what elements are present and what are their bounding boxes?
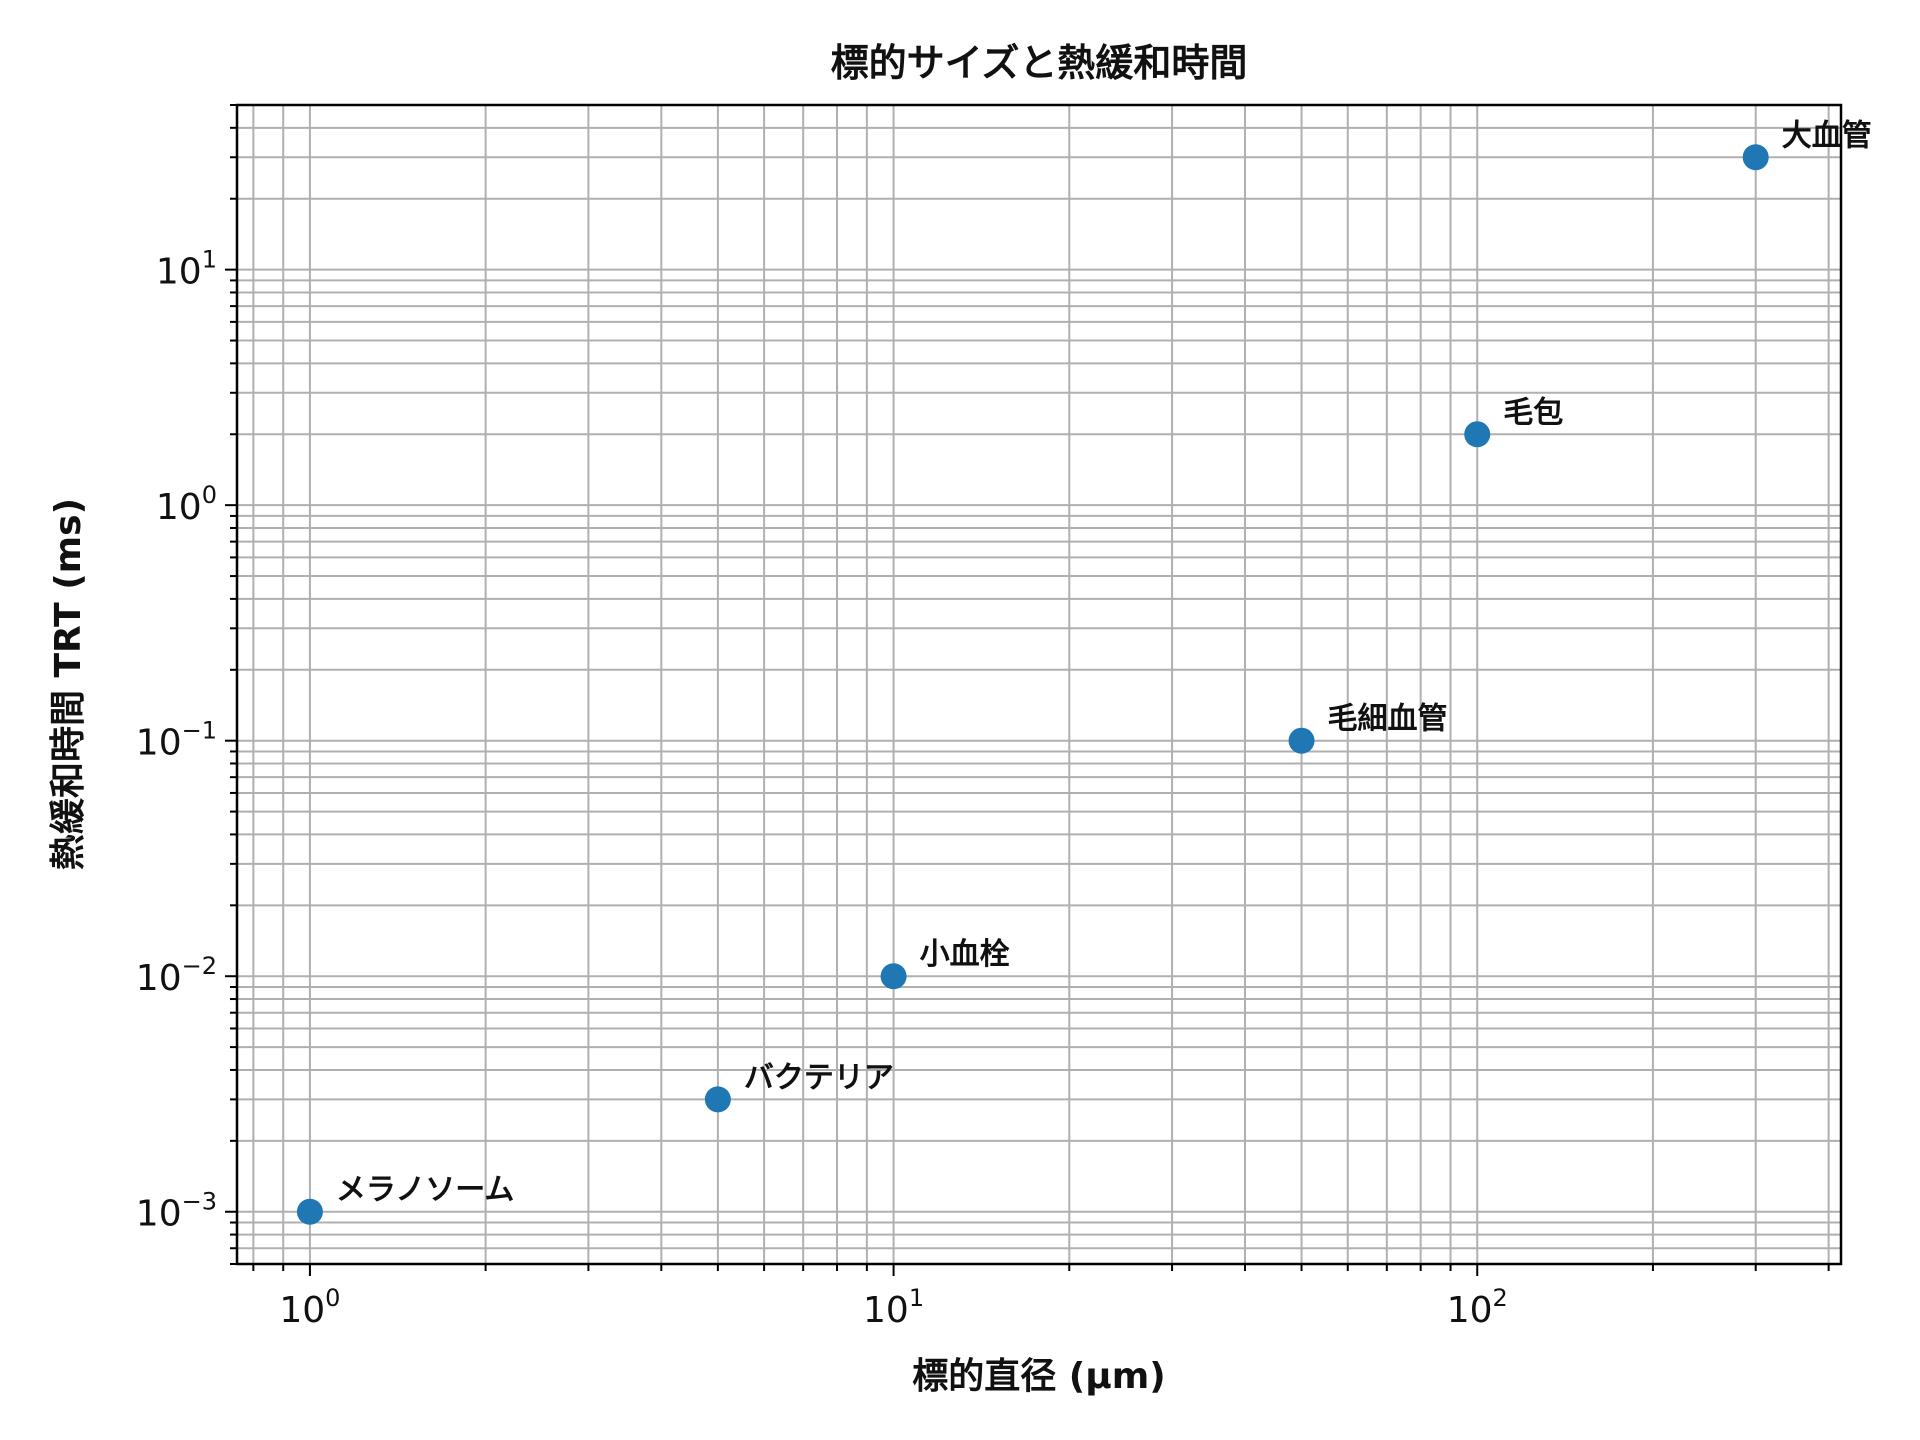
x-tick-label: 102 [1447, 1284, 1508, 1331]
data-point [1464, 421, 1491, 448]
x-axis-label: 標的直径 (μm) [912, 1356, 1165, 1397]
y-tick-label: 10−3 [136, 1188, 217, 1235]
chart-title: 標的サイズと熱緩和時間 [831, 41, 1248, 85]
data-point-label: メラノソーム [336, 1173, 514, 1208]
y-tick-label: 10−1 [136, 717, 217, 764]
data-point [704, 1086, 731, 1113]
data-points: メラノソーム バクテリア 小血栓 毛細血管 毛包 大血管 [296, 118, 1872, 1225]
grid [237, 104, 1841, 1265]
data-point-label: バクテリア [744, 1060, 894, 1095]
data-point-label: 大血管 [1782, 118, 1872, 153]
data-point [1742, 144, 1769, 171]
plot-frame [235, 103, 1843, 1266]
y-tick-label: 100 [156, 481, 217, 528]
x-tick-label: 101 [863, 1284, 924, 1331]
data-point-label: 毛包 [1503, 395, 1563, 430]
data-point [880, 963, 907, 990]
y-tick-label: 101 [156, 246, 217, 293]
data-point [1288, 727, 1315, 754]
x-tick-label: 100 [279, 1284, 340, 1331]
axis-ticks: 100 101 102 10−3 10−2 10−1 100 101 [136, 104, 1830, 1331]
y-tick-label: 10−2 [136, 952, 217, 999]
data-point [296, 1198, 323, 1225]
data-point-label: 毛細血管 [1328, 702, 1448, 737]
y-axis-label: 熱緩和時間 TRT (ms) [48, 498, 89, 870]
data-point-label: 小血栓 [920, 937, 1010, 972]
